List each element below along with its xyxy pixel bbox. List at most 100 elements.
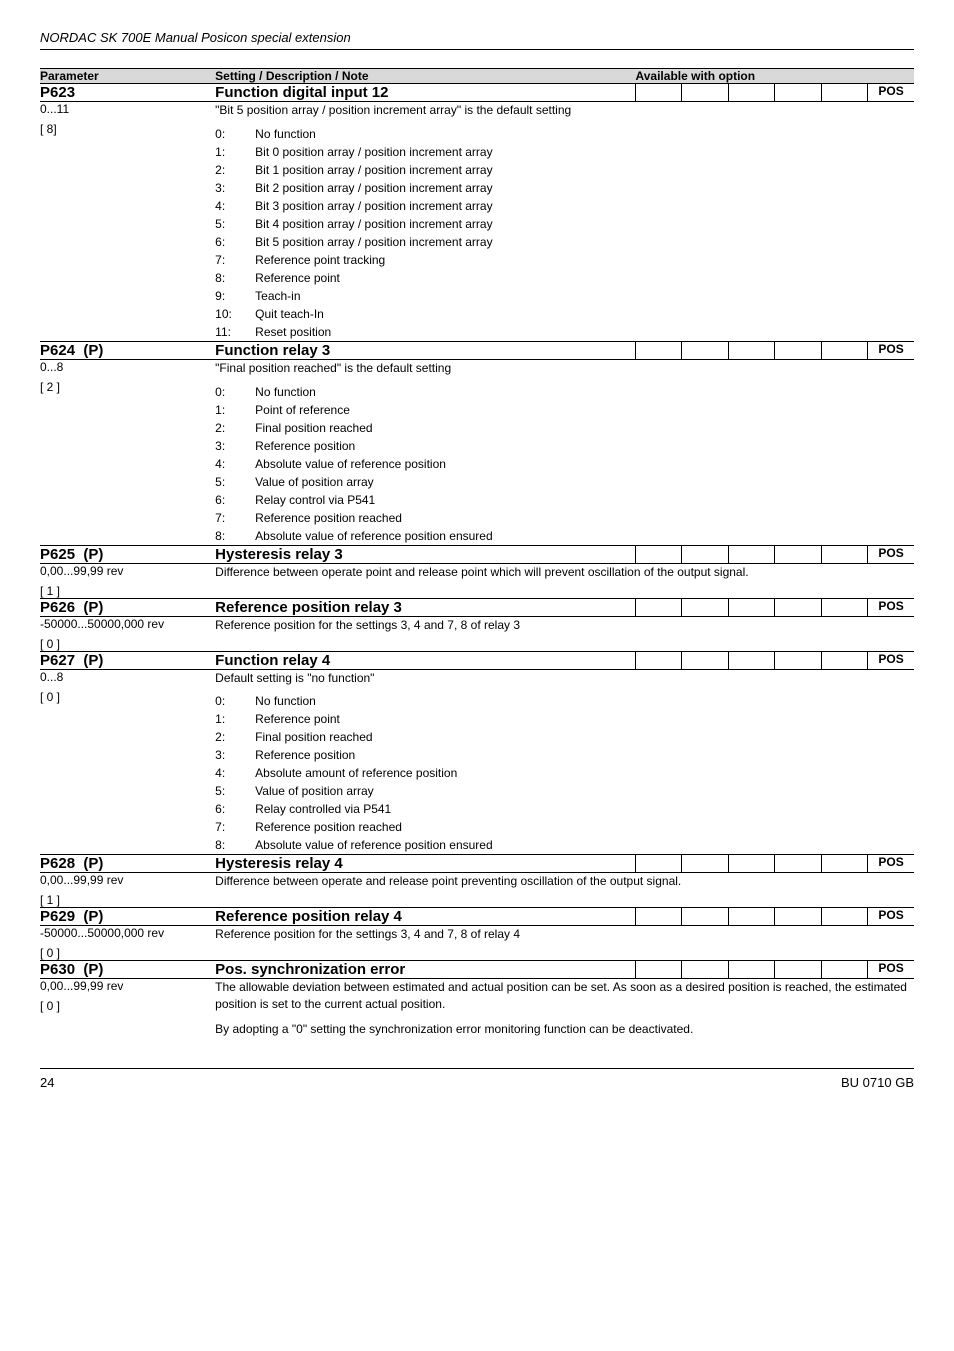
param-header-p628: P628 (P) Hysteresis relay 4 POS — [40, 855, 914, 873]
param-range: 0...11 — [40, 102, 215, 116]
param-desc: The allowable deviation between estimate… — [215, 979, 914, 1013]
param-suffix: (P) — [83, 599, 103, 616]
enum-value: Value of position array — [255, 782, 374, 800]
param-suffix: (P) — [83, 908, 103, 925]
enum-value: Relay controlled via P541 — [255, 800, 391, 818]
col-available: Available with option — [636, 69, 914, 84]
enum-key: 6: — [215, 800, 241, 818]
enum-value: Reference position reached — [255, 818, 402, 836]
param-desc: "Final position reached" is the default … — [215, 360, 914, 377]
enum-item: 6: Relay controlled via P541 — [215, 800, 914, 818]
enum-key: 7: — [215, 818, 241, 836]
enum-key: 8: — [215, 269, 241, 287]
param-header-p627: P627 (P) Function relay 4 POS — [40, 651, 914, 669]
param-range: 0,00...99,99 rev — [40, 564, 215, 578]
param-id: P626 — [40, 599, 75, 616]
enum-item: 3:Reference position — [215, 746, 914, 764]
enum-key: 6: — [215, 233, 241, 251]
param-name: Hysteresis relay 4 — [215, 855, 635, 873]
enum-value: Bit 1 position array / position incremen… — [255, 161, 492, 179]
enum-item: 2: Final position reached — [215, 419, 914, 437]
enum-item: 1:Point of reference — [215, 401, 914, 419]
enum-key: 9: — [215, 287, 241, 305]
enum-value: Absolute value of reference position ens… — [255, 527, 493, 545]
enum-value: Bit 4 position array / position incremen… — [255, 215, 492, 233]
enum-item: 5:Bit 4 position array / position increm… — [215, 215, 914, 233]
param-id: P624 — [40, 342, 75, 359]
enum-value: Reference point tracking — [255, 251, 385, 269]
opt-cell: POS — [868, 651, 914, 669]
enum-key: 3: — [215, 437, 241, 455]
table-header-row: Parameter Setting / Description / Note A… — [40, 69, 914, 84]
param-header-p626: P626 (P) Reference position relay 3 POS — [40, 598, 914, 616]
param-suffix: (P) — [83, 652, 103, 669]
opt-cell: POS — [868, 908, 914, 926]
enum-key: 0: — [215, 383, 241, 401]
param-desc: By adopting a "0" setting the synchroniz… — [215, 1021, 914, 1038]
enum-key: 2: — [215, 728, 241, 746]
enum-key: 7: — [215, 509, 241, 527]
enum-value: Reset position — [255, 323, 331, 341]
param-range: 0,00...99,99 rev — [40, 979, 215, 993]
enum-value: No function — [255, 125, 316, 143]
enum-list: 0:No function1:Bit 0 position array / po… — [215, 125, 914, 341]
enum-item: 0: No function — [215, 383, 914, 401]
enum-item: 5:Value of position array — [215, 473, 914, 491]
param-name: Hysteresis relay 3 — [215, 545, 635, 563]
enum-key: 5: — [215, 782, 241, 800]
enum-key: 10: — [215, 305, 241, 323]
enum-item: 6: Relay control via P541 — [215, 491, 914, 509]
opt-cell: POS — [868, 598, 914, 616]
param-range: -50000...50000,000 rev — [40, 926, 215, 940]
enum-item: 4:Absolute amount of reference position — [215, 764, 914, 782]
enum-key: 0: — [215, 125, 241, 143]
enum-list: 0:No function1:Reference point2:Final po… — [215, 692, 914, 854]
param-desc: Reference position for the settings 3, 4… — [215, 926, 914, 943]
param-suffix: (P) — [83, 855, 103, 872]
param-body-p625: 0,00...99,99 rev [ 1 ] Difference betwee… — [40, 563, 914, 598]
opt-cell: POS — [868, 961, 914, 979]
param-id: P625 — [40, 546, 75, 563]
enum-value: Quit teach-In — [255, 305, 324, 323]
param-id: P628 — [40, 855, 75, 872]
param-name: Function relay 3 — [215, 341, 635, 359]
param-default: [ 2 ] — [40, 380, 215, 394]
enum-key: 8: — [215, 836, 241, 854]
enum-value: No function — [255, 692, 316, 710]
enum-key: 0: — [215, 692, 241, 710]
footer-left: 24 — [40, 1075, 54, 1090]
param-body-p623: 0...11 [ 8] "Bit 5 position array / posi… — [40, 102, 914, 342]
parameter-table: Parameter Setting / Description / Note A… — [40, 68, 914, 1038]
enum-item: 5: Value of position array — [215, 782, 914, 800]
param-body-p626: -50000...50000,000 rev [ 0 ] Reference p… — [40, 616, 914, 651]
enum-item: 8:Absolute value of reference position e… — [215, 527, 914, 545]
enum-key: 6: — [215, 491, 241, 509]
enum-value: Reference position — [255, 746, 355, 764]
opt-cell — [636, 84, 682, 102]
param-body-p628: 0,00...99,99 rev [ 1 ] Difference betwee… — [40, 873, 914, 908]
enum-value: Reference position reached — [255, 509, 402, 527]
enum-item: 10: Quit teach-In — [215, 305, 914, 323]
enum-item: 4:Absolute value of reference position — [215, 455, 914, 473]
enum-value: Bit 0 position array / position incremen… — [255, 143, 492, 161]
enum-value: Final position reached — [255, 419, 372, 437]
enum-key: 2: — [215, 419, 241, 437]
col-setting: Setting / Description / Note — [215, 69, 635, 84]
param-header-p629: P629 (P) Reference position relay 4 POS — [40, 908, 914, 926]
enum-value: Bit 5 position array / position incremen… — [255, 233, 492, 251]
enum-key: 11: — [215, 323, 241, 341]
param-name: Reference position relay 4 — [215, 908, 635, 926]
enum-item: 2: Final position reached — [215, 728, 914, 746]
enum-value: Bit 2 position array / position incremen… — [255, 179, 492, 197]
opt-cell — [821, 84, 867, 102]
param-name: Function relay 4 — [215, 651, 635, 669]
enum-item: 0: No function — [215, 692, 914, 710]
param-header-p625: P625 (P) Hysteresis relay 3 POS — [40, 545, 914, 563]
enum-value: No function — [255, 383, 316, 401]
param-suffix: (P) — [83, 546, 103, 563]
param-header-p623: P623 Function digital input 12 POS — [40, 84, 914, 102]
enum-value: Relay control via P541 — [255, 491, 375, 509]
param-desc: Default setting is "no function" — [215, 670, 914, 687]
enum-value: Reference point — [255, 710, 340, 728]
enum-value: Final position reached — [255, 728, 372, 746]
